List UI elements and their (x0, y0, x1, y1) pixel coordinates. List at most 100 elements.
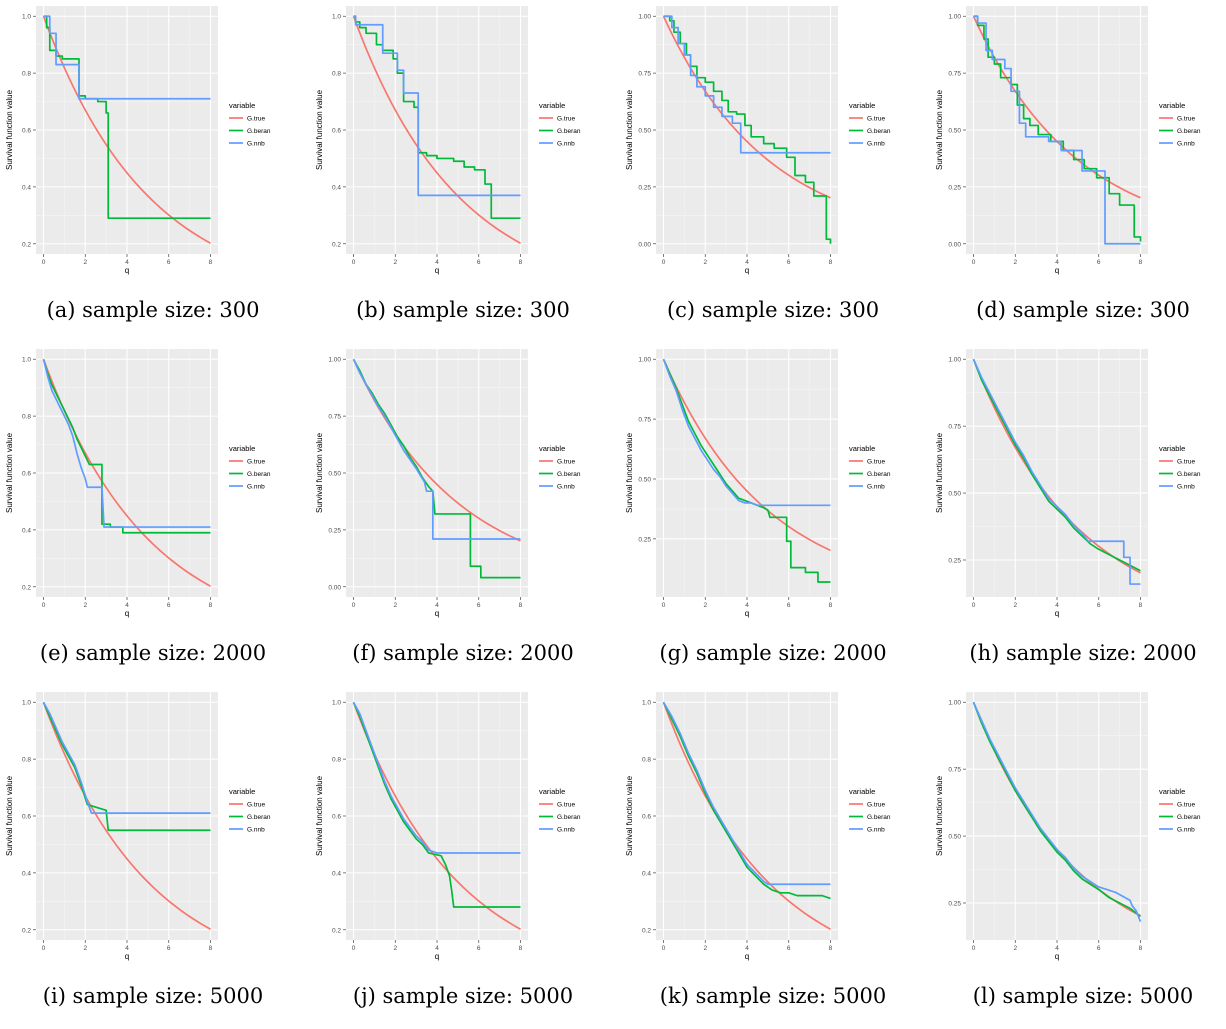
legend-label: G.true (867, 801, 885, 808)
y-tick-label: 0.25 (948, 184, 961, 191)
y-axis-label: Survival function value (935, 432, 944, 513)
y-tick-label: 0.6 (332, 128, 341, 135)
y-axis-label: Survival function value (5, 89, 14, 170)
chart-panel: 0.25 0.50 0.75 1.00 0 2 4 6 8 q Survival function … (620, 343, 926, 686)
y-tick-label: 0.25 (948, 900, 961, 907)
legend-label: G.true (247, 458, 265, 465)
x-tick-label: 0 (972, 945, 976, 952)
y-tick-label: 0.50 (948, 128, 961, 135)
panel-caption: (i) sample size: 5000 (42, 984, 264, 1008)
y-tick-label: 0.2 (22, 927, 31, 934)
legend-label: G.nnb (557, 140, 575, 147)
legend-title: variable (229, 787, 255, 796)
legend-label: G.true (247, 115, 265, 122)
x-tick-label: 8 (519, 259, 523, 266)
x-tick-label: 0 (972, 602, 976, 609)
legend-label: G.nnb (247, 483, 265, 490)
y-tick-label: 0.50 (328, 471, 341, 478)
y-tick-label: 1.00 (638, 357, 651, 364)
y-tick-label: 0.25 (948, 557, 961, 564)
series-line-g-beran (973, 15, 1142, 242)
x-tick-label: 6 (167, 945, 171, 952)
panel-caption: (k) sample size: 5000 (659, 984, 887, 1008)
series-line-g-true (42, 701, 211, 930)
y-tick-label: 1.0 (22, 357, 31, 364)
legend-title: variable (229, 444, 255, 453)
y-tick-label: 0.2 (332, 927, 341, 934)
x-axis-label: q (125, 266, 129, 275)
y-tick-label: 1.00 (948, 14, 961, 21)
legend-label: G.nnb (557, 826, 575, 833)
x-tick-label: 4 (435, 259, 439, 266)
x-tick-label: 4 (1055, 945, 1059, 952)
legend-title: variable (849, 787, 875, 796)
legend-label: G.beran (557, 471, 581, 478)
y-tick-label: 0.75 (638, 71, 651, 78)
y-axis-label: Survival function value (5, 432, 14, 513)
y-tick-label: 0.4 (22, 527, 31, 534)
x-tick-label: 2 (703, 602, 707, 609)
legend-label: G.nnb (1177, 483, 1195, 490)
x-tick-label: 0 (42, 602, 46, 609)
chart-svg: 0.00 0.25 0.50 0.75 1.00 0 2 4 6 8 q Survival funct… (315, 349, 581, 618)
x-tick-label: 4 (125, 259, 129, 266)
legend-title: variable (849, 101, 875, 110)
y-tick-label: 0.2 (332, 241, 341, 248)
legend-label: G.true (867, 115, 885, 122)
x-tick-label: 6 (787, 945, 791, 952)
series-line-g-beran (662, 358, 831, 583)
legend-label: G.true (247, 801, 265, 808)
x-axis-label: q (125, 609, 129, 618)
chart-svg: 0.25 0.50 0.75 1.00 0 2 4 6 8 q Survival function … (935, 349, 1201, 618)
x-tick-label: 4 (1055, 602, 1059, 609)
legend-label: G.beran (867, 471, 891, 478)
y-tick-label: 0.2 (22, 584, 31, 591)
x-tick-label: 0 (42, 945, 46, 952)
x-tick-label: 8 (519, 602, 523, 609)
x-tick-label: 6 (167, 602, 171, 609)
legend-label: G.true (867, 458, 885, 465)
y-tick-label: 0.6 (22, 128, 31, 135)
y-tick-label: 0.6 (642, 814, 651, 821)
x-tick-label: 0 (662, 945, 666, 952)
y-tick-label: 0.00 (328, 584, 341, 591)
chart-panel: 0.00 0.25 0.50 0.75 1.00 0 2 4 6 8 q Survival funct… (620, 0, 926, 343)
chart-panel: 0.2 0.4 0.6 0.8 1.0 0 2 4 6 8 q Survival function v… (0, 0, 306, 343)
y-tick-label: 0.8 (642, 757, 651, 764)
y-tick-label: 0.50 (948, 834, 961, 841)
series-line-g-true (42, 15, 211, 244)
panel-caption: (h) sample size: 2000 (969, 641, 1197, 665)
legend-label: G.nnb (1177, 826, 1195, 833)
x-tick-label: 6 (477, 945, 481, 952)
legend-title: variable (1159, 101, 1185, 110)
x-axis-label: q (745, 952, 749, 961)
y-tick-label: 0.2 (642, 927, 651, 934)
chart-panel: 0.25 0.50 0.75 1.00 0 2 4 6 8 q Survival function … (930, 686, 1226, 1029)
legend-label: G.beran (247, 814, 271, 821)
y-tick-label: 1.0 (332, 14, 341, 21)
series-line-g-nnb (43, 15, 211, 100)
chart-svg: 0.25 0.50 0.75 1.00 0 2 4 6 8 q Survival function … (625, 349, 891, 618)
series-line-g-beran (663, 15, 832, 244)
y-tick-label: 0.75 (948, 71, 961, 78)
x-axis-label: q (435, 266, 439, 275)
series-line-g-nnb (663, 15, 831, 154)
series-line-g-nnb (42, 359, 211, 528)
x-axis-label: q (1055, 609, 1059, 618)
y-axis-label: Survival function value (625, 89, 634, 170)
x-tick-label: 4 (1055, 259, 1059, 266)
x-tick-label: 0 (972, 259, 976, 266)
legend-label: G.nnb (247, 140, 265, 147)
x-tick-label: 2 (1013, 259, 1017, 266)
y-tick-label: 0.75 (948, 424, 961, 431)
legend-title: variable (1159, 787, 1185, 796)
y-tick-label: 0.4 (22, 870, 31, 877)
legend-title: variable (539, 101, 565, 110)
x-tick-label: 8 (519, 945, 523, 952)
x-tick-label: 2 (393, 945, 397, 952)
series-line-g-true (352, 701, 521, 930)
x-tick-label: 2 (703, 259, 707, 266)
y-tick-label: 0.4 (642, 870, 651, 877)
x-tick-label: 2 (83, 602, 87, 609)
y-axis-label: Survival function value (625, 775, 634, 856)
